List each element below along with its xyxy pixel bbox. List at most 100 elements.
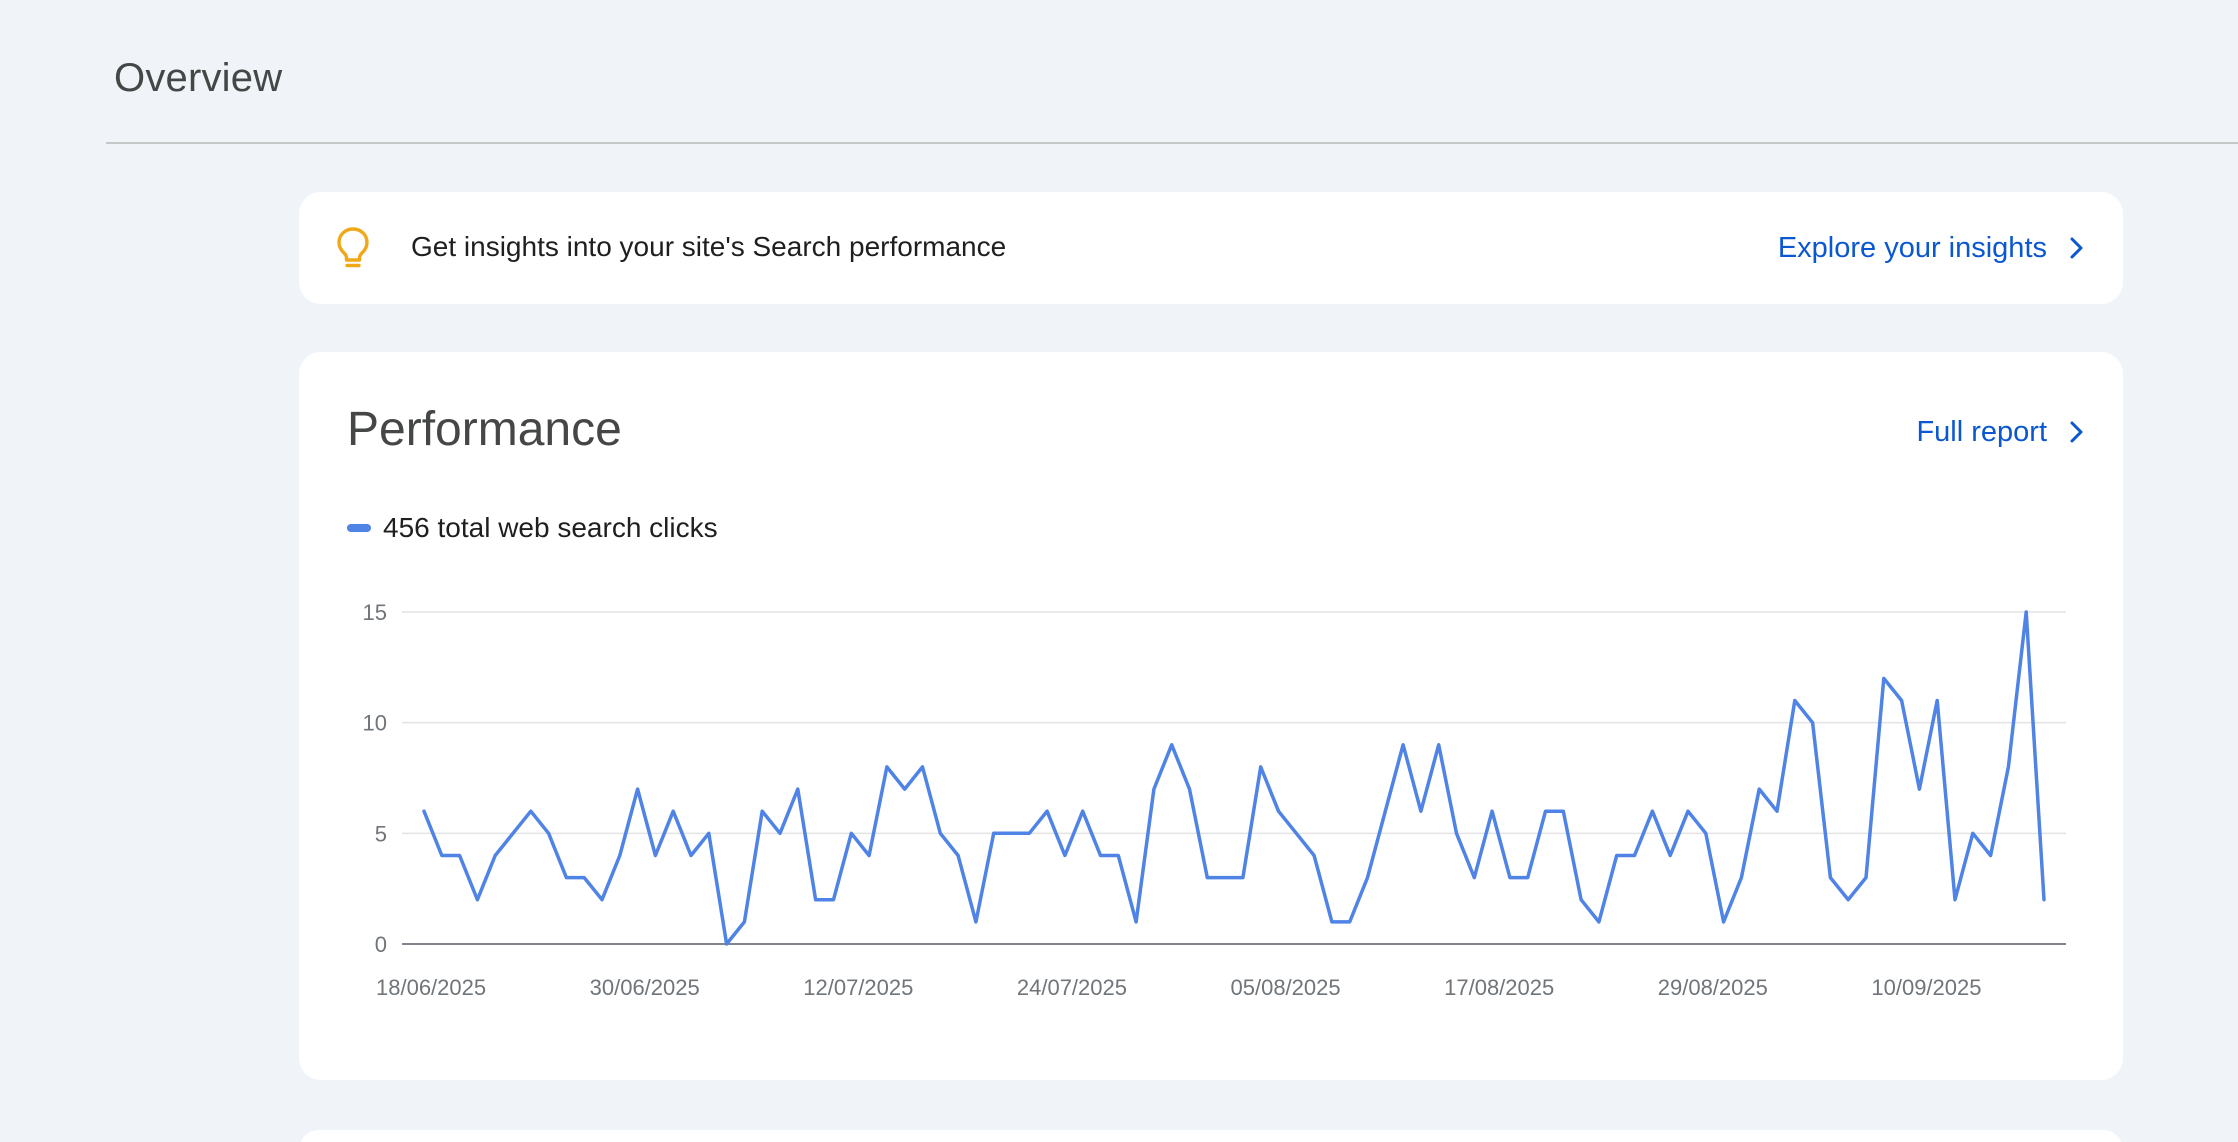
lightbulb-icon bbox=[337, 227, 369, 268]
data-point bbox=[1649, 808, 1655, 814]
data-point bbox=[652, 852, 658, 858]
data-point bbox=[1738, 875, 1744, 881]
x-tick-label: 10/09/2025 bbox=[1871, 975, 1981, 1000]
data-point bbox=[635, 786, 641, 792]
full-report-link[interactable]: Full report bbox=[1916, 414, 2085, 450]
performance-title: Performance bbox=[347, 403, 622, 456]
data-point bbox=[973, 919, 979, 925]
data-point bbox=[1080, 808, 1086, 814]
data-point bbox=[1365, 875, 1371, 881]
data-point bbox=[1436, 742, 1442, 748]
y-tick-label: 15 bbox=[363, 600, 387, 625]
data-point bbox=[848, 830, 854, 836]
data-point bbox=[1008, 830, 1014, 836]
data-point bbox=[1685, 808, 1691, 814]
x-tick-label: 17/08/2025 bbox=[1444, 975, 1554, 1000]
data-point bbox=[670, 808, 676, 814]
data-point bbox=[1382, 808, 1388, 814]
data-point bbox=[813, 897, 819, 903]
data-point bbox=[1596, 919, 1602, 925]
explore-insights-label: Explore your insights bbox=[1777, 232, 2047, 264]
data-point bbox=[1222, 875, 1228, 881]
data-point bbox=[1881, 675, 1887, 681]
data-point bbox=[1525, 875, 1531, 881]
data-point bbox=[1667, 852, 1673, 858]
data-point bbox=[1062, 852, 1068, 858]
data-point bbox=[1810, 720, 1816, 726]
insights-message: Get insights into your site's Search per… bbox=[411, 231, 1007, 262]
data-point bbox=[1115, 852, 1121, 858]
data-point bbox=[741, 919, 747, 925]
data-point bbox=[581, 875, 587, 881]
data-point bbox=[955, 852, 961, 858]
data-point bbox=[902, 786, 908, 792]
data-point bbox=[1988, 852, 1994, 858]
data-point bbox=[563, 875, 569, 881]
data-point bbox=[1240, 875, 1246, 881]
data-point bbox=[1934, 698, 1940, 704]
data-point bbox=[1899, 698, 1905, 704]
data-point bbox=[2023, 609, 2029, 615]
data-point bbox=[1614, 852, 1620, 858]
data-point bbox=[1097, 852, 1103, 858]
data-point bbox=[1204, 875, 1210, 881]
chevron-right-icon bbox=[2070, 421, 2083, 443]
performance-card: Performance Full report 456 total web se… bbox=[299, 352, 2123, 1080]
data-point bbox=[1276, 808, 1282, 814]
data-point bbox=[2041, 897, 2047, 903]
data-point bbox=[1827, 875, 1833, 881]
data-point bbox=[1560, 808, 1566, 814]
data-point bbox=[1952, 897, 1958, 903]
data-point bbox=[1400, 742, 1406, 748]
explore-insights-link[interactable]: Explore your insights bbox=[1778, 230, 2085, 266]
chevron-right-icon bbox=[2070, 237, 2083, 259]
data-point bbox=[919, 764, 925, 770]
data-point bbox=[1329, 919, 1335, 925]
data-point bbox=[1044, 808, 1050, 814]
data-point bbox=[510, 830, 516, 836]
data-point bbox=[1026, 830, 1032, 836]
data-point bbox=[528, 808, 534, 814]
next-card bbox=[299, 1130, 2123, 1142]
x-tick-label: 30/06/2025 bbox=[590, 975, 700, 1000]
page-title: Overview bbox=[114, 56, 283, 100]
legend-label: 456 total web search clicks bbox=[383, 512, 718, 543]
data-point bbox=[1774, 808, 1780, 814]
data-point bbox=[1578, 897, 1584, 903]
data-point bbox=[1507, 875, 1513, 881]
insights-card: Get insights into your site's Search per… bbox=[299, 192, 2123, 304]
x-tick-label: 18/06/2025 bbox=[376, 975, 486, 1000]
data-point bbox=[1258, 764, 1264, 770]
series-line-clicks bbox=[422, 610, 2046, 946]
data-point bbox=[688, 852, 694, 858]
data-point bbox=[777, 830, 783, 836]
data-point bbox=[991, 830, 997, 836]
data-point bbox=[1169, 742, 1175, 748]
data-point bbox=[1863, 875, 1869, 881]
data-point bbox=[1133, 919, 1139, 925]
data-point bbox=[474, 897, 480, 903]
data-point bbox=[937, 830, 943, 836]
data-point bbox=[1543, 808, 1549, 814]
x-tick-label: 29/08/2025 bbox=[1658, 975, 1768, 1000]
data-point bbox=[1756, 786, 1762, 792]
data-point bbox=[795, 786, 801, 792]
data-point bbox=[492, 852, 498, 858]
data-point bbox=[546, 830, 552, 836]
data-point bbox=[706, 830, 712, 836]
data-point bbox=[759, 808, 765, 814]
y-tick-label: 0 bbox=[375, 932, 387, 957]
data-point bbox=[1471, 875, 1477, 881]
header-divider bbox=[106, 142, 2238, 144]
y-tick-label: 5 bbox=[375, 821, 387, 846]
data-point bbox=[866, 852, 872, 858]
chart-legend[interactable]: 456 total web search clicks bbox=[347, 512, 718, 544]
data-point bbox=[617, 852, 623, 858]
performance-chart[interactable]: 0 5 10 15 18/06/2025 30/06/2025 12/07/2025 24/0… bbox=[299, 352, 2123, 1080]
data-point bbox=[1845, 897, 1851, 903]
data-point bbox=[2005, 764, 2011, 770]
data-point bbox=[724, 941, 730, 947]
data-point bbox=[1151, 786, 1157, 792]
data-point bbox=[1418, 808, 1424, 814]
data-point bbox=[421, 808, 427, 814]
